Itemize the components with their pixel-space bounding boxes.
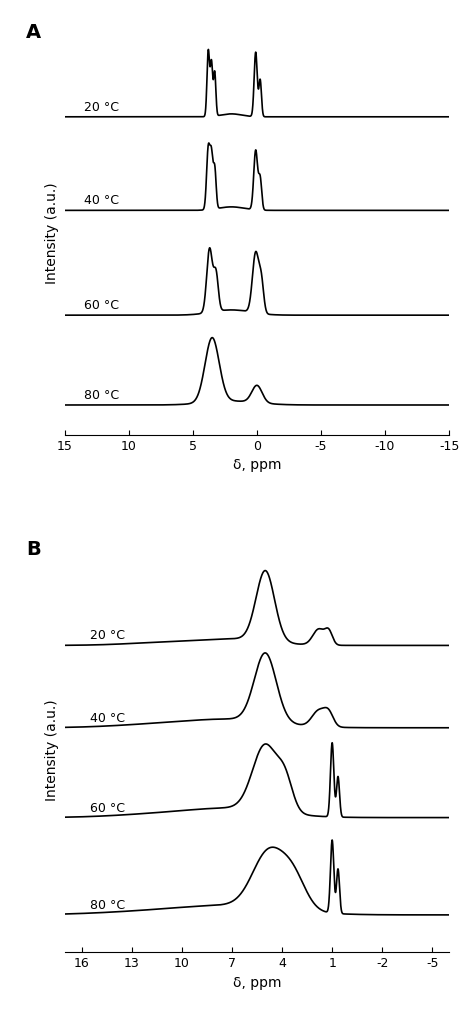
Text: 80 °C: 80 °C xyxy=(84,389,119,402)
Text: 60 °C: 60 °C xyxy=(90,802,125,814)
X-axis label: δ, ppm: δ, ppm xyxy=(233,459,281,472)
Text: 20 °C: 20 °C xyxy=(84,100,119,114)
Text: 80 °C: 80 °C xyxy=(90,899,125,912)
Text: 40 °C: 40 °C xyxy=(90,712,125,725)
Text: 20 °C: 20 °C xyxy=(90,630,125,642)
X-axis label: δ, ppm: δ, ppm xyxy=(233,976,281,990)
Y-axis label: Intensity (a.u.): Intensity (a.u.) xyxy=(45,699,59,801)
Text: 60 °C: 60 °C xyxy=(84,299,119,312)
Text: B: B xyxy=(26,540,41,559)
Text: A: A xyxy=(26,23,42,42)
Text: 40 °C: 40 °C xyxy=(84,195,119,208)
Y-axis label: Intensity (a.u.): Intensity (a.u.) xyxy=(45,182,59,284)
